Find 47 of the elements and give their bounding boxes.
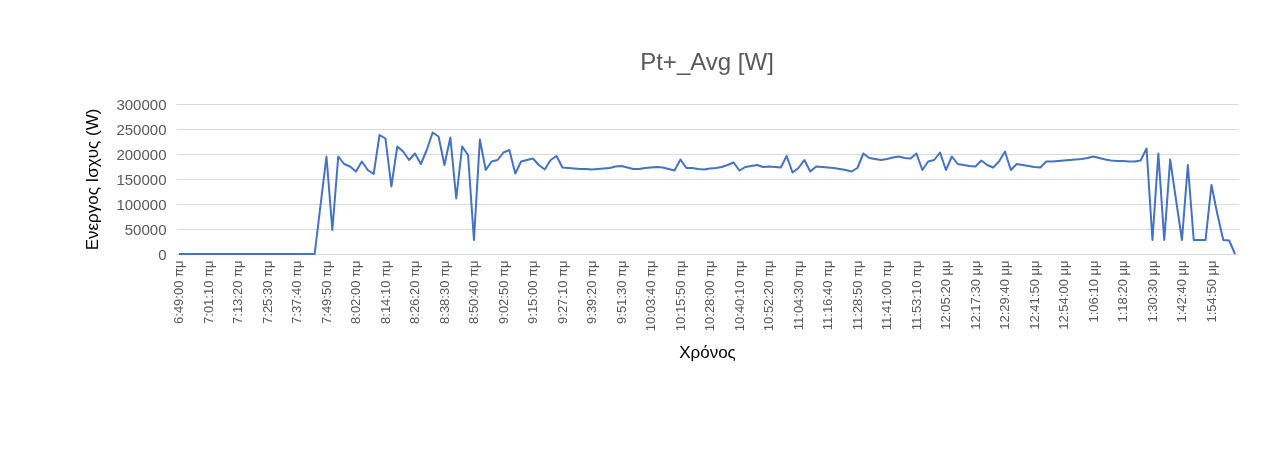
y-tick-label: 50000	[124, 220, 167, 238]
x-tick-label: 9:15:00 πμ	[525, 260, 541, 324]
x-axis-title: Χρόνος	[679, 343, 736, 363]
x-tick-label: 9:02:50 πμ	[495, 260, 511, 324]
line-series	[177, 131, 1237, 255]
x-tick-label: 10:03:40 πμ	[643, 260, 659, 332]
x-tick-label: 7:01:10 πμ	[200, 260, 216, 324]
x-tick-label: 8:26:20 πμ	[407, 260, 423, 324]
chart-title: Pt+_Avg [W]	[640, 48, 774, 75]
x-tick-label: 9:39:20 πμ	[584, 260, 600, 324]
x-tick-label: 1:54:50 μμ	[1203, 260, 1219, 323]
x-tick-label: 8:02:00 πμ	[348, 260, 364, 324]
x-tick-label: 10:40:10 πμ	[731, 260, 747, 332]
y-tick-label: 200000	[116, 145, 167, 163]
x-tick-label: 9:27:10 πμ	[554, 260, 570, 324]
y-tick-label: 100000	[116, 195, 167, 213]
x-tick-label: 11:28:50 πμ	[849, 260, 865, 331]
x-tick-label: 9:51:30 πμ	[613, 260, 629, 324]
x-tick-label: 7:49:50 πμ	[318, 260, 334, 324]
x-tick-label: 10:15:50 πμ	[672, 260, 688, 332]
x-tick-label: 7:13:20 πμ	[230, 260, 246, 324]
x-tick-label: 1:18:20 μμ	[1115, 260, 1131, 323]
x-tick-label: 7:25:30 πμ	[259, 260, 275, 324]
x-tick-label: 7:37:40 πμ	[289, 260, 305, 324]
x-tick-label: 8:38:30 πμ	[436, 260, 452, 324]
x-tick-label: 11:04:30 πμ	[790, 260, 806, 331]
x-tick-label: 12:05:20 μμ	[938, 260, 954, 330]
x-tick-label: 11:53:10 πμ	[908, 260, 924, 331]
y-axis-title: Ενεργος Ισχυς (W)	[83, 108, 103, 251]
x-tick-label: 1:42:40 μμ	[1174, 260, 1190, 323]
x-tick-label: 10:52:20 πμ	[761, 260, 777, 332]
x-tick-label: 8:50:40 πμ	[466, 260, 482, 324]
x-tick-label: 1:30:30 μμ	[1144, 260, 1160, 323]
x-tick-label: 1:06:10 μμ	[1085, 260, 1101, 323]
x-tick-label: 12:17:30 μμ	[967, 260, 983, 330]
x-tick-label: 6:49:00 πμ	[171, 260, 187, 324]
x-tick-label: 10:28:00 πμ	[702, 260, 718, 332]
x-tick-label: 8:14:10 πμ	[377, 260, 393, 324]
y-tick-label: 150000	[116, 170, 167, 188]
x-tick-label: 11:41:00 πμ	[879, 260, 895, 331]
x-tick-label: 11:16:40 πμ	[820, 260, 836, 331]
x-tick-label: 12:29:40 μμ	[997, 260, 1013, 330]
x-tick-label: 12:54:00 μμ	[1056, 260, 1072, 330]
y-tick-label: 300000	[116, 95, 167, 113]
y-tick-label: 250000	[116, 120, 167, 138]
y-tick-label: 0	[158, 245, 167, 263]
x-tick-label: 12:41:50 μμ	[1026, 260, 1042, 330]
